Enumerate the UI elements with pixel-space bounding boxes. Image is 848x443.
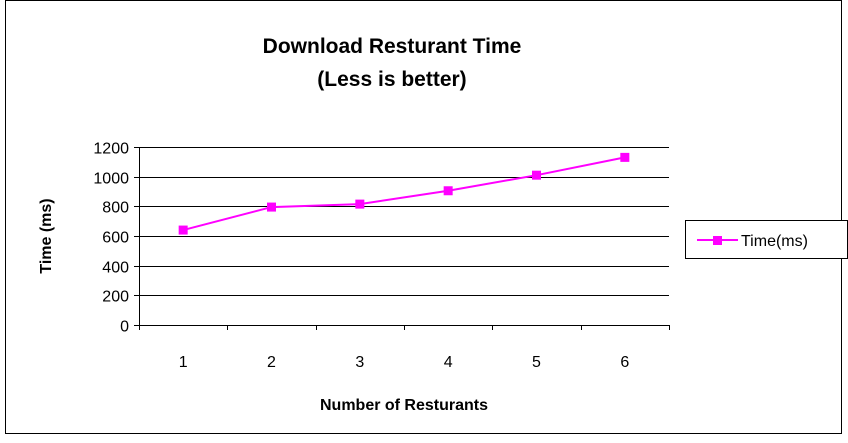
data-point <box>443 186 453 196</box>
x-tick-label: 5 <box>532 354 541 371</box>
x-tick-label: 2 <box>267 354 276 371</box>
chart-title: Download Resturant Time <box>263 35 522 58</box>
y-tick-label: 600 <box>102 230 129 247</box>
y-tick-label: 1000 <box>93 171 129 188</box>
x-axis-title: Number of Resturants <box>320 397 488 414</box>
series-line <box>182 156 626 232</box>
y-tick-label: 200 <box>102 289 129 306</box>
y-tick-label: 800 <box>102 200 129 217</box>
x-tick-label: 6 <box>620 354 629 371</box>
legend-marker <box>713 236 722 245</box>
x-tick-label: 1 <box>179 354 188 371</box>
chart-border <box>5 0 842 434</box>
chart-subtitle: (Less is better) <box>317 68 466 91</box>
y-tick-label: 0 <box>120 319 129 336</box>
data-point <box>178 225 188 235</box>
legend: Time(ms) <box>685 220 848 259</box>
x-tick-label: 3 <box>355 354 364 371</box>
data-point <box>532 170 541 180</box>
y-axis-title: Time (ms) <box>38 198 55 273</box>
data-point <box>620 152 630 162</box>
plot-area: 0 200 400 600 800 1000 1200 1 2 3 4 5 6 <box>93 141 670 371</box>
data-point <box>267 202 276 212</box>
y-tick-label: 400 <box>102 260 129 277</box>
x-tick-label: 4 <box>444 354 453 371</box>
legend-label: Time(ms) <box>741 233 808 250</box>
data-point <box>355 199 365 209</box>
y-tick-label: 1200 <box>93 141 129 158</box>
